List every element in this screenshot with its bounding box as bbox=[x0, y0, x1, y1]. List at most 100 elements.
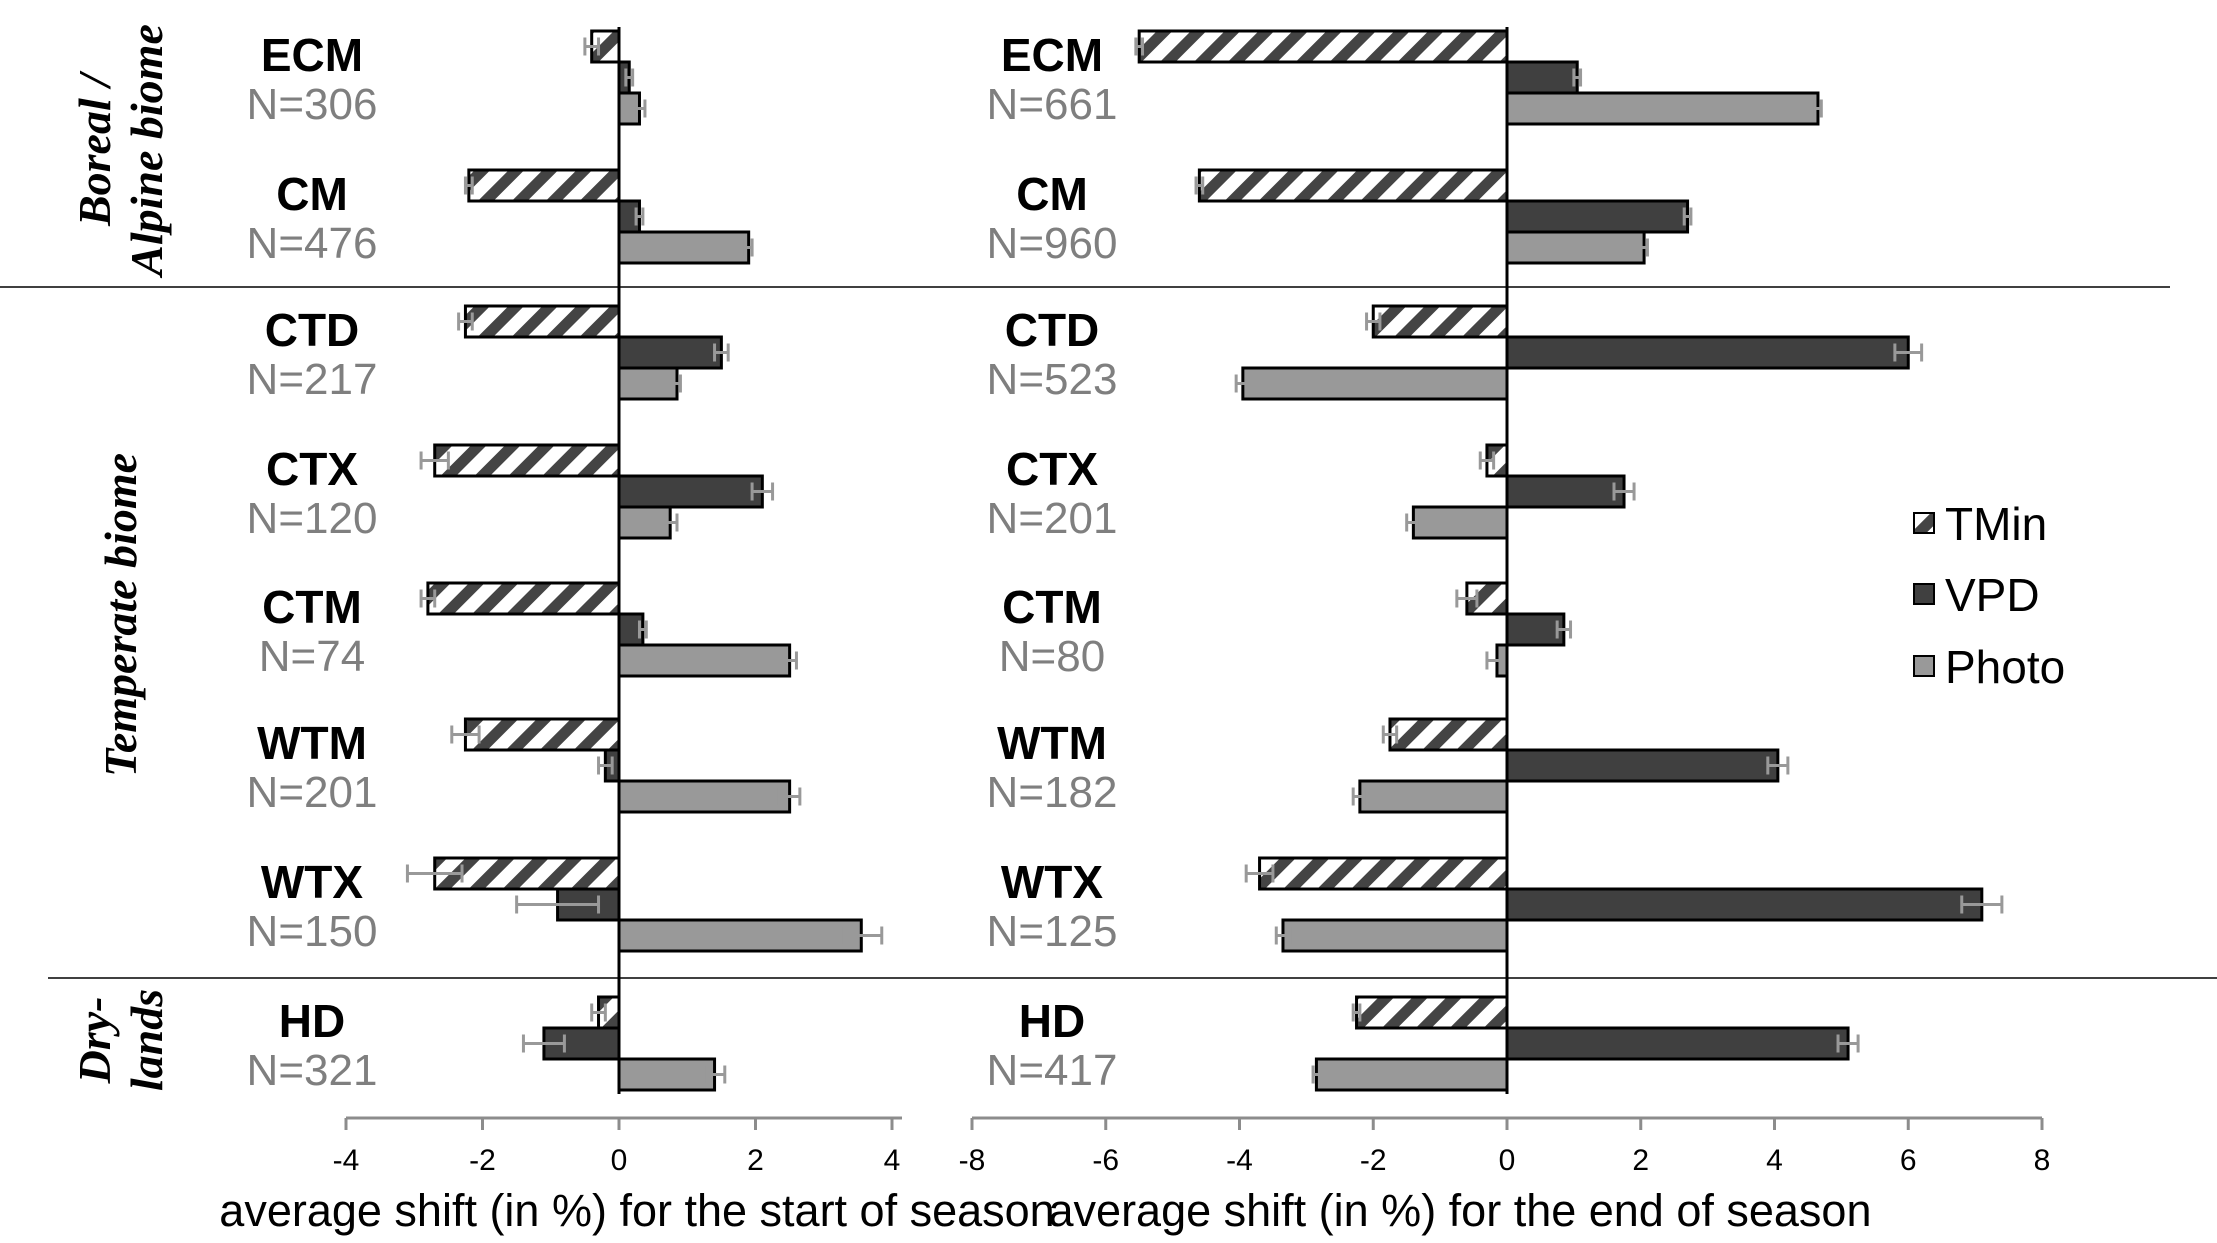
legend-item-photo: Photo bbox=[1913, 641, 2065, 693]
x-tick-label: -8 bbox=[959, 1144, 986, 1177]
legend: TMin VPD Photo bbox=[1913, 498, 2065, 693]
class-label: ECM bbox=[1001, 29, 1103, 81]
legend-item-vpd: VPD bbox=[1913, 569, 2040, 621]
bar-vpd-cm bbox=[1505, 199, 1690, 234]
class-label: CTD bbox=[1005, 304, 1100, 356]
error-bar-tmin-ctm bbox=[419, 589, 437, 608]
error-bar-vpd-ctm bbox=[637, 620, 648, 639]
x-tick-label: 4 bbox=[1766, 1144, 1783, 1177]
bar-tmin-ctm bbox=[426, 581, 621, 616]
error-bar-photo-ctx bbox=[1405, 513, 1422, 532]
class-label: CTX bbox=[1006, 443, 1098, 495]
biome-label-temperate-biome: Temperate biome bbox=[95, 453, 146, 777]
error-bar-vpd-wtm bbox=[1766, 756, 1790, 775]
error-bar-vpd-wtm bbox=[597, 756, 614, 775]
sample-size-label: N=306 bbox=[247, 80, 378, 129]
error-bar-photo-wtm bbox=[1351, 787, 1369, 806]
error-bar-vpd-wtx bbox=[1960, 895, 2004, 914]
sample-size-label: N=201 bbox=[987, 494, 1118, 543]
error-bar-vpd-ctx bbox=[1612, 482, 1636, 501]
error-bar-tmin-cm bbox=[463, 176, 474, 195]
x-axis-end: -8 -6 -4 -2 0 2 4 6 8 average shift (in %) for th… bbox=[959, 1116, 2051, 1236]
error-bar-photo-ecm bbox=[632, 99, 647, 118]
sample-size-label: N=321 bbox=[247, 1046, 378, 1095]
x-tick-label: 0 bbox=[1499, 1144, 1516, 1177]
bar-tmin-wtm bbox=[463, 717, 621, 752]
bar-group-hd: HDN=321 bbox=[247, 995, 727, 1095]
bar-photo-ctd bbox=[617, 366, 679, 401]
x-axis-title: average shift (in %) for the start of se… bbox=[219, 1185, 1054, 1236]
sample-size-label: N=201 bbox=[247, 768, 378, 817]
bar-vpd-ctx bbox=[1505, 474, 1626, 509]
biome-label-line: Boreal / bbox=[69, 70, 120, 227]
bar-vpd-ctm bbox=[1505, 612, 1566, 647]
x-tick-label: 2 bbox=[747, 1144, 764, 1177]
bar-vpd-hd bbox=[1505, 1026, 1850, 1061]
bar-group-cm: CMN=960 bbox=[987, 168, 1693, 268]
bar-photo-wtm bbox=[617, 779, 792, 814]
error-bar-vpd-cm bbox=[634, 207, 645, 226]
x-tick-label: -6 bbox=[1092, 1144, 1119, 1177]
sample-size-label: N=523 bbox=[987, 355, 1118, 404]
bar-photo-ctm bbox=[617, 643, 792, 678]
sample-size-label: N=182 bbox=[987, 768, 1118, 817]
error-bar-vpd-ctm bbox=[1555, 620, 1573, 639]
error-bar-tmin-cm bbox=[1194, 176, 1205, 195]
bar-tmin-ctd bbox=[1371, 304, 1509, 339]
sample-size-label: N=74 bbox=[259, 632, 365, 681]
error-bar-photo-wtm bbox=[777, 787, 802, 806]
class-label: CTM bbox=[1002, 581, 1102, 633]
sample-size-label: N=125 bbox=[987, 907, 1118, 956]
error-bar-tmin-hd bbox=[590, 1003, 607, 1022]
class-label: CM bbox=[276, 168, 348, 220]
bar-vpd-wtx bbox=[1505, 887, 1984, 922]
x-tick-label: -2 bbox=[1360, 1144, 1387, 1177]
error-bar-tmin-ctx bbox=[1478, 451, 1496, 470]
error-bar-tmin-ctd bbox=[457, 312, 474, 331]
error-bar-photo-hd bbox=[702, 1065, 727, 1084]
error-bar-vpd-hd bbox=[1836, 1034, 1860, 1053]
legend-swatch-vpd bbox=[1913, 583, 1935, 605]
sample-size-label: N=80 bbox=[999, 632, 1105, 681]
class-label: WTM bbox=[257, 717, 367, 769]
bar-vpd-wtm bbox=[1505, 748, 1780, 783]
x-axis-start: -4 -2 0 2 4 average shift (in %) for the star… bbox=[219, 1116, 1055, 1236]
class-label: CTX bbox=[266, 443, 358, 495]
bar-vpd-ctx bbox=[617, 474, 764, 509]
error-bar-photo-ctx bbox=[661, 513, 679, 532]
error-bar-vpd-ecm bbox=[624, 68, 635, 87]
bar-tmin-ecm bbox=[1137, 29, 1509, 64]
bar-vpd-ecm bbox=[1505, 60, 1579, 95]
class-label: ECM bbox=[261, 29, 363, 81]
bar-tmin-cm bbox=[1197, 168, 1509, 203]
x-tick-label: -2 bbox=[469, 1144, 496, 1177]
bar-tmin-ctd bbox=[463, 304, 621, 339]
bar-tmin-wtm bbox=[1388, 717, 1509, 752]
class-label: CTD bbox=[265, 304, 360, 356]
error-bar-photo-ctd bbox=[1234, 374, 1252, 393]
class-label: HD bbox=[279, 995, 345, 1047]
bar-tmin-wtx bbox=[1258, 856, 1509, 891]
legend-label-vpd: VPD bbox=[1945, 569, 2040, 621]
biome-label-line: Dry- bbox=[69, 997, 120, 1085]
error-bar-photo-ctd bbox=[672, 374, 682, 393]
error-bar-tmin-ctd bbox=[1365, 312, 1382, 331]
bar-group-hd: HDN=417 bbox=[987, 995, 1860, 1095]
error-bar-photo-ecm bbox=[1813, 99, 1823, 118]
error-bar-vpd-ctd bbox=[713, 343, 730, 362]
error-bar-photo-hd bbox=[1311, 1065, 1322, 1084]
sample-size-label: N=150 bbox=[247, 907, 378, 956]
error-bar-photo-ctm bbox=[781, 651, 798, 670]
x-tick-label: 8 bbox=[2034, 1144, 2051, 1177]
